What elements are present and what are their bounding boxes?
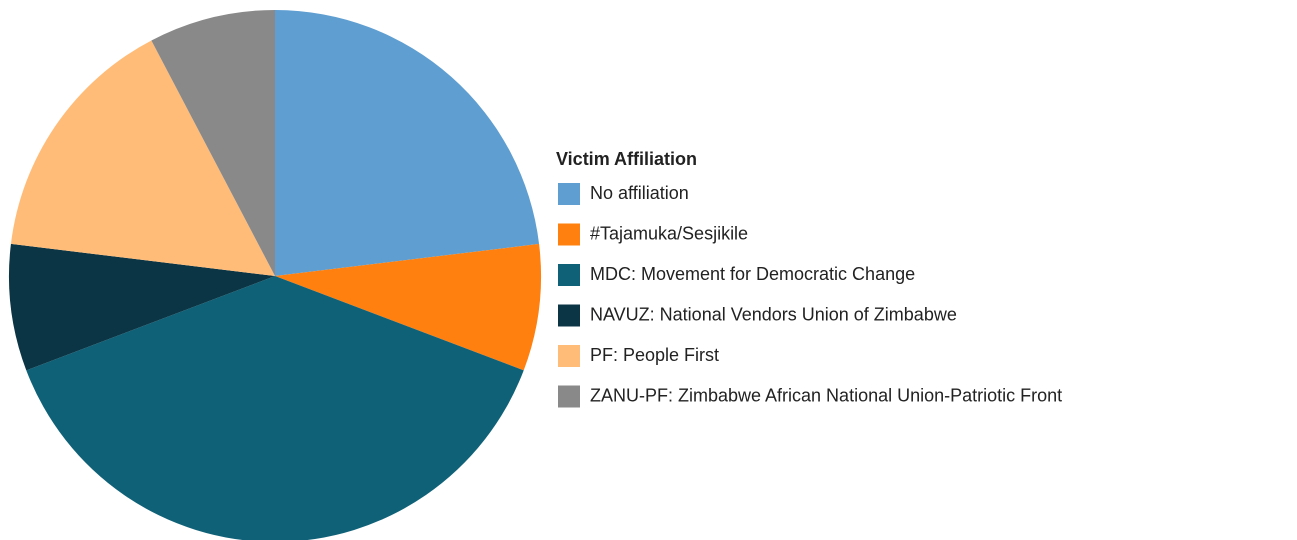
legend-swatch <box>558 223 580 246</box>
legend-swatch <box>558 304 580 327</box>
pie-slice <box>26 276 524 540</box>
legend-label: MDC: Movement for Democratic Change <box>590 264 915 284</box>
legend-swatch <box>558 183 580 205</box>
legend-label: ZANU-PF: Zimbabwe African National Union… <box>590 385 1062 405</box>
legend-label: PF: People First <box>590 345 719 365</box>
legend-title: Victim Affiliation <box>556 149 697 169</box>
legend-swatch <box>558 385 580 408</box>
pie-slice <box>275 243 541 371</box>
pie-slice <box>8 243 275 371</box>
pie-slice <box>275 10 540 276</box>
legend-label: No affiliation <box>590 183 689 203</box>
legend-swatch <box>558 264 580 286</box>
legend-swatch <box>558 345 580 367</box>
pie-slice <box>10 40 275 277</box>
pie-slice <box>151 10 275 276</box>
legend-label: #Tajamuka/Sesjikile <box>590 223 748 243</box>
legend-label: NAVUZ: National Vendors Union of Zimbabw… <box>590 304 957 324</box>
